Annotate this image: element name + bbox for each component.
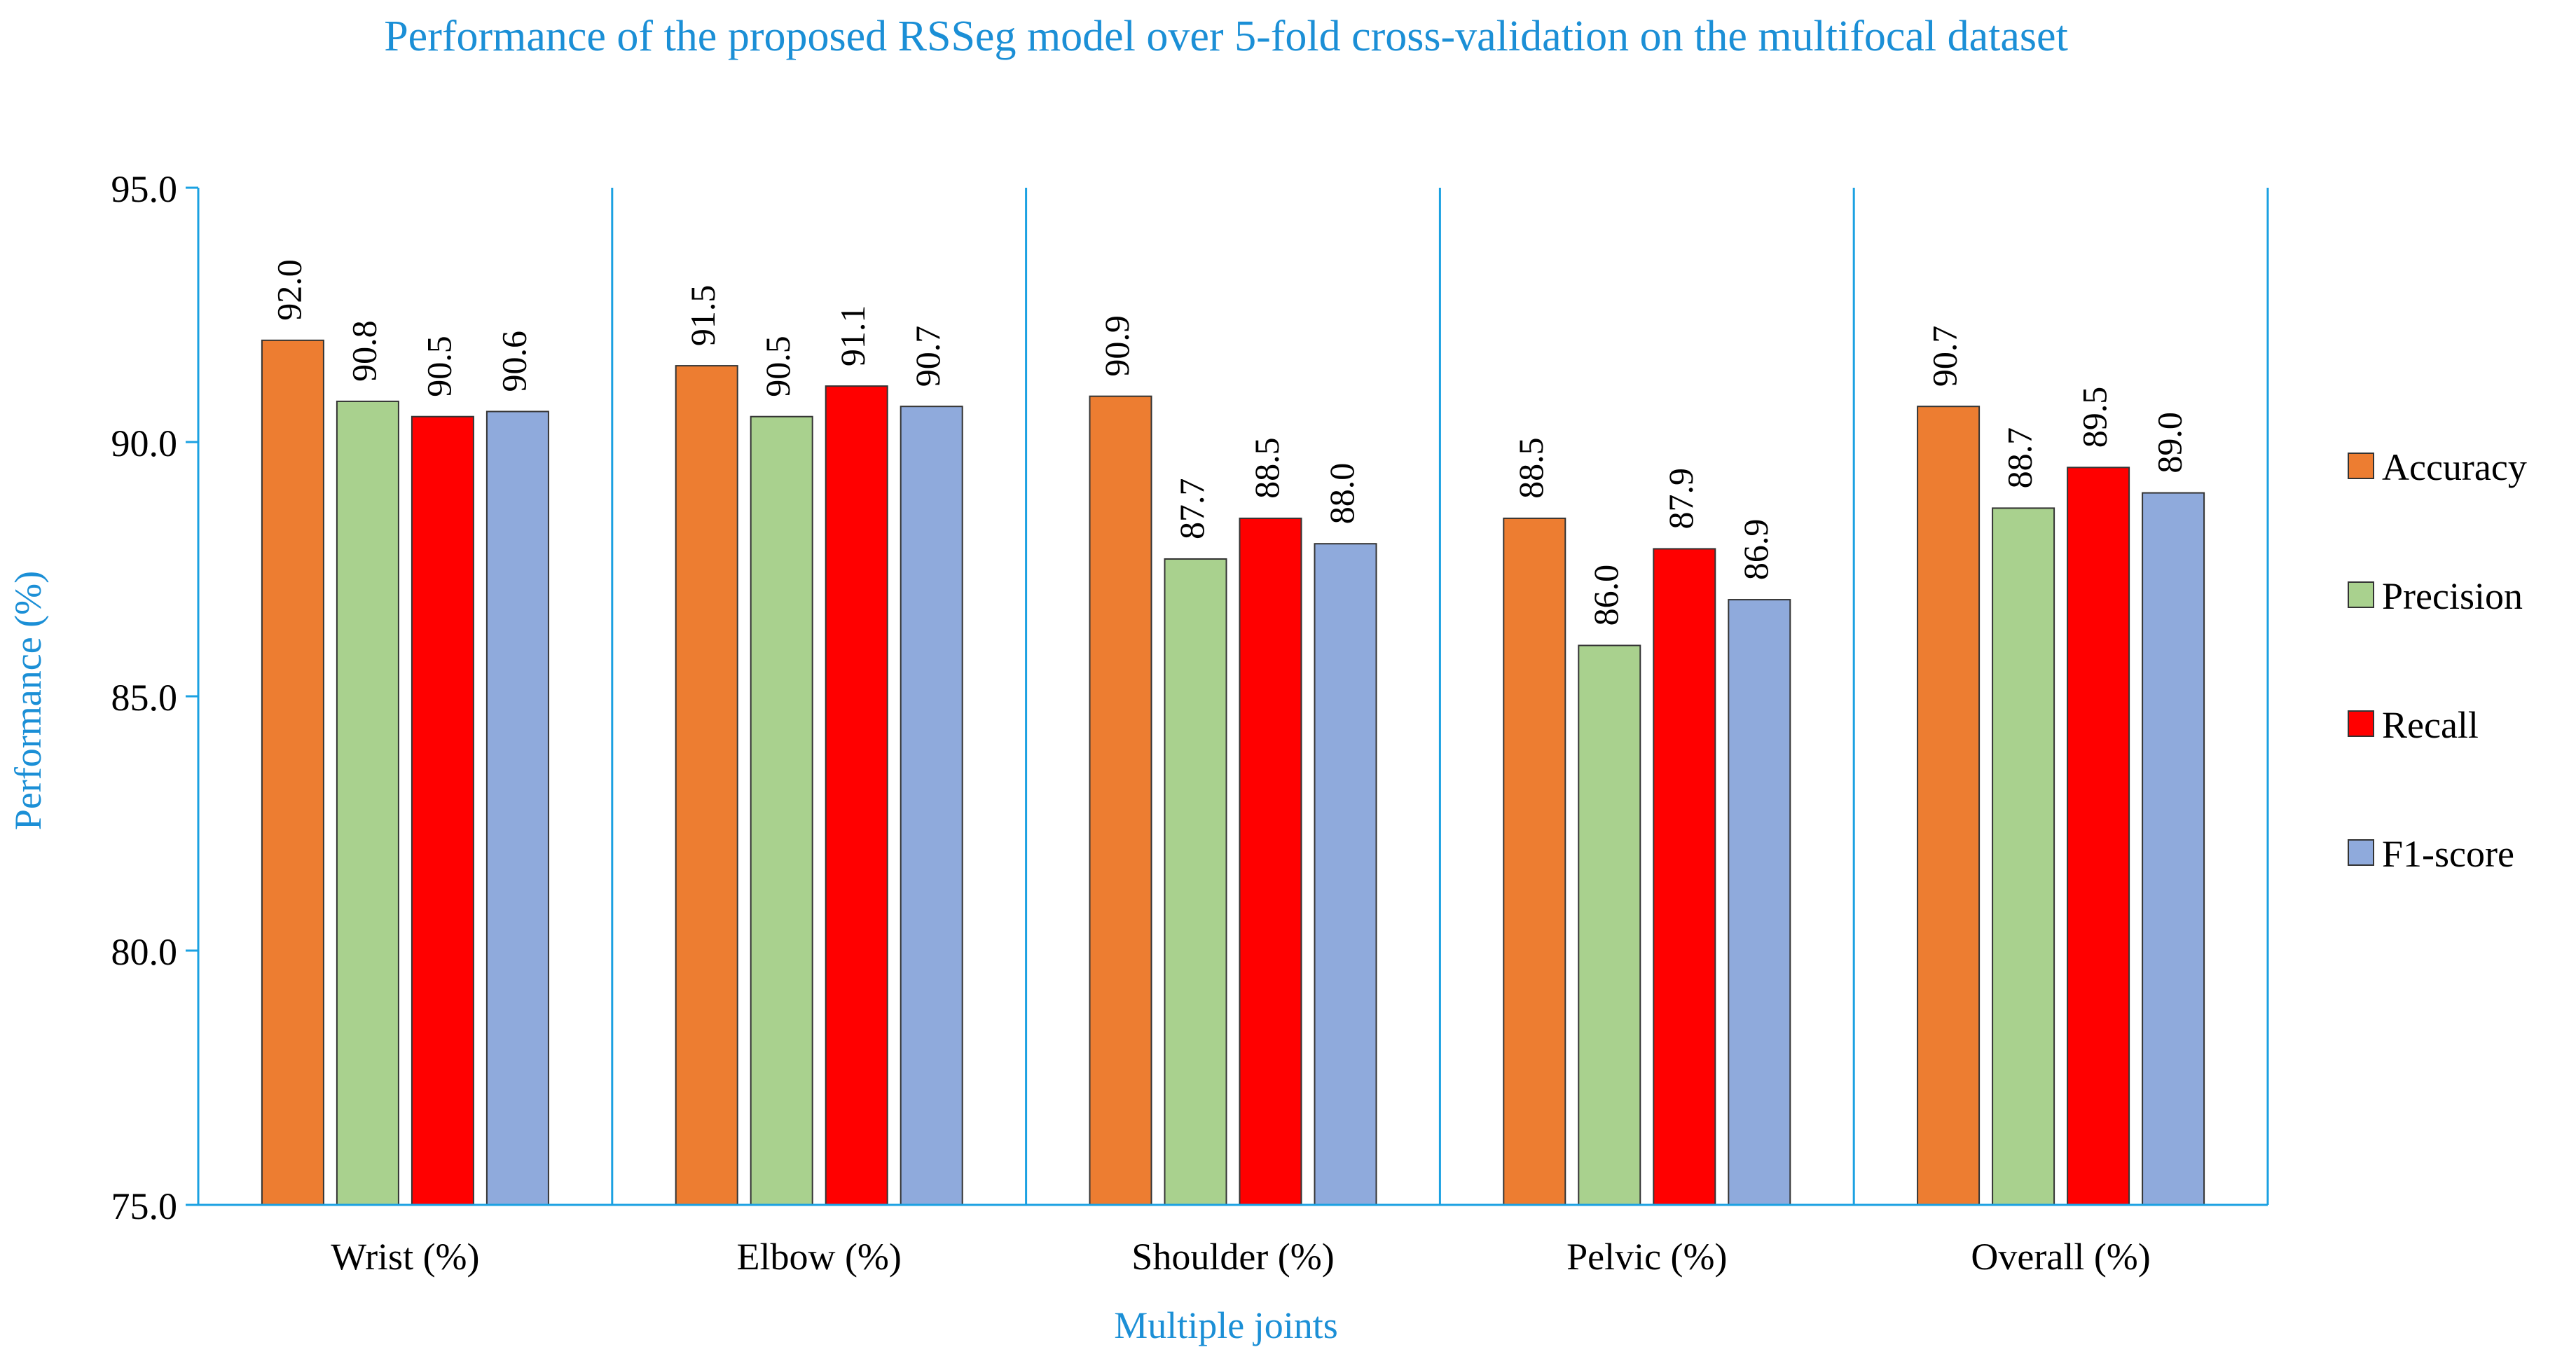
bar-precision [1578,644,1641,1206]
data-label: 87.9 [1661,468,1700,530]
y-tick-label: 85.0 [111,677,178,719]
legend-swatch [2348,839,2374,866]
y-tick-label: 95.0 [111,168,178,210]
bar-accuracy [261,339,324,1206]
data-label: 88.7 [2000,427,2039,489]
bar-f1-score [2142,492,2205,1206]
y-tick-label: 80.0 [111,931,178,973]
x-tick-label: Shoulder (%) [1131,1236,1334,1278]
legend-label: Recall [2382,704,2479,746]
data-label: 90.6 [494,331,533,392]
data-label: 88.0 [1322,463,1361,525]
bar-recall [1653,548,1716,1206]
legend-label: F1-score [2382,833,2514,875]
x-tick-label: Overall (%) [1971,1236,2150,1278]
data-label: 90.7 [1925,326,1964,387]
bar-precision [336,400,399,1206]
bar-accuracy [675,365,738,1206]
bar-precision [1164,558,1227,1206]
y-axis-title: Performance (%) [7,571,49,830]
bar-recall [411,415,474,1206]
data-label: 88.5 [1511,437,1550,499]
x-tick-label: Pelvic (%) [1566,1236,1727,1278]
data-label: 90.5 [758,336,797,397]
x-axis-title: Multiple joints [1114,1304,1338,1346]
data-label: 90.8 [344,320,383,382]
x-tick-label: Wrist (%) [331,1236,479,1278]
chart-title: Performance of the proposed RSSeg model … [384,13,2068,60]
data-label: 87.7 [1172,478,1211,539]
legend-label: Precision [2382,575,2523,617]
legend-swatch [2348,710,2374,737]
legend-label: Accuracy [2382,446,2527,488]
y-tick-label: 90.0 [111,422,178,464]
data-label: 90.5 [419,336,458,397]
legend-swatch [2348,581,2374,608]
data-label: 90.9 [1097,315,1136,377]
bar-accuracy [1503,517,1566,1206]
bar-accuracy [1089,395,1152,1206]
data-label: 91.5 [683,285,722,346]
data-label: 92.0 [269,259,308,321]
legend-swatch [2348,453,2374,479]
bar-accuracy [1917,406,1981,1206]
bar-precision [750,415,813,1206]
data-label: 86.0 [1586,565,1625,626]
bar-recall [825,385,888,1206]
data-label: 88.5 [1247,437,1286,499]
data-label: 86.9 [1736,519,1775,581]
legend: Accuracy Precision Recall F1-score [2348,446,2527,875]
bar-f1-score [900,406,963,1206]
y-tick-label: 75.0 [111,1185,178,1227]
data-label: 91.1 [833,305,872,367]
plot-area: 75.0 80.0 85.0 90.0 95.0 92.0 90.8 90.5 90.6 Wris… [111,168,2269,1278]
data-label: 89.0 [2150,412,2189,474]
x-tick-label: Elbow (%) [736,1236,901,1278]
bar-f1-score [1728,599,1791,1206]
data-label: 90.7 [908,326,947,387]
bar-f1-score [1314,543,1377,1206]
bar-recall [1239,517,1302,1206]
bar-f1-score [485,411,549,1206]
bar-precision [1992,507,2055,1206]
data-label: 89.5 [2075,387,2114,448]
bar-recall [2067,467,2130,1206]
